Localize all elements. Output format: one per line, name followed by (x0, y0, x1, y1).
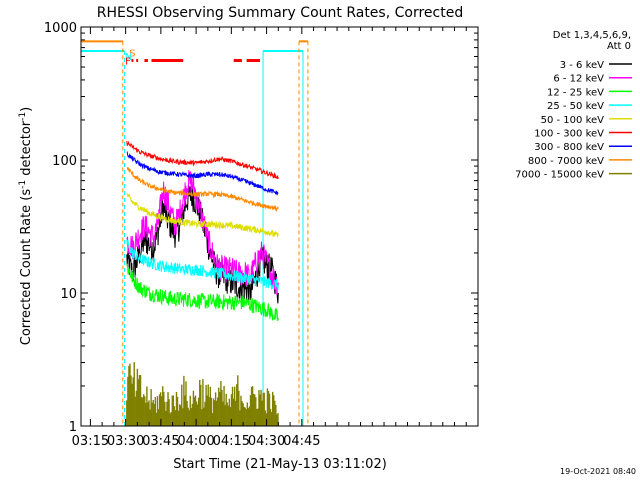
y-tick-label: 1000 (44, 21, 77, 36)
y-axis-label-mid: detector (19, 120, 34, 180)
legend-entry-label: 6 - 12 keV (553, 74, 604, 85)
x-tick-label: 03:45 (142, 434, 179, 449)
timestamp: 19-Oct-2021 08:40 (560, 467, 636, 476)
axes: 1 10 100 1000 03:1503:3003:4504:0004:1504:30… (44, 21, 479, 449)
x-tick-label: 03:30 (107, 434, 144, 449)
x-tick-label: 04:00 (177, 434, 214, 449)
x-axis-label: Start Time (21-May-13 03:11:02) (173, 457, 387, 472)
plot-frame (80, 26, 479, 427)
y-axis-label-sup1: -1 (18, 180, 28, 189)
series-line-100-300kev (126, 140, 279, 180)
series-line-12-25kev (126, 263, 279, 321)
plot-area: SNF (81, 40, 309, 426)
legend-entry-label: 3 - 6 keV (560, 60, 604, 71)
y-tick-label: 10 (60, 287, 77, 302)
legend-header-line: Det 1,3,4,5,6,9, (553, 30, 631, 41)
x-tick-label: 04:45 (283, 434, 320, 449)
y-axis-label-sup2: -1 (18, 112, 28, 121)
series-line-50-100kev (126, 193, 279, 238)
saa-marker-label: S (129, 49, 135, 60)
legend-header-line: Att 0 (607, 41, 631, 52)
legend-entry-label: 7000 - 15000 keV (515, 170, 604, 181)
legend-entry-label: 12 - 25 keV (547, 87, 604, 98)
legend-entry-label: 300 - 800 keV (534, 142, 604, 153)
legend-entry-label: 50 - 100 keV (541, 115, 605, 126)
legend-entry-label: 100 - 300 keV (534, 129, 604, 140)
y-axis-label: Corrected Count Rate (s-1 detector-1) (18, 107, 34, 345)
series-line-25-50kev (126, 239, 279, 291)
chart-title: RHESSI Observing Summary Count Rates, Co… (97, 5, 463, 21)
series-line-800-7000kev (126, 167, 279, 212)
x-tick-label: 04:30 (248, 434, 285, 449)
series-line-300-800kev (126, 151, 279, 196)
y-tick-label: 1 (69, 420, 77, 435)
night-marker-label: N (125, 52, 132, 63)
x-tick-label: 03:15 (72, 434, 109, 449)
y-axis-label-end: ) (19, 107, 34, 112)
flare-marker-label: F (125, 56, 131, 67)
legend-entry-label: 800 - 7000 keV (528, 156, 604, 167)
series-line-6-12kev (126, 170, 279, 296)
legend-entry-label: 25 - 50 keV (547, 101, 604, 112)
legend: Det 1,3,4,5,6,9,Att 03 - 6 keV 6 - 12 keV… (515, 30, 632, 181)
y-axis-label-base: Corrected Count Rate (s (19, 189, 34, 346)
series-7000-15000-kev (126, 362, 279, 426)
x-tick-label: 04:15 (213, 434, 250, 449)
y-tick-label: 100 (52, 154, 77, 169)
